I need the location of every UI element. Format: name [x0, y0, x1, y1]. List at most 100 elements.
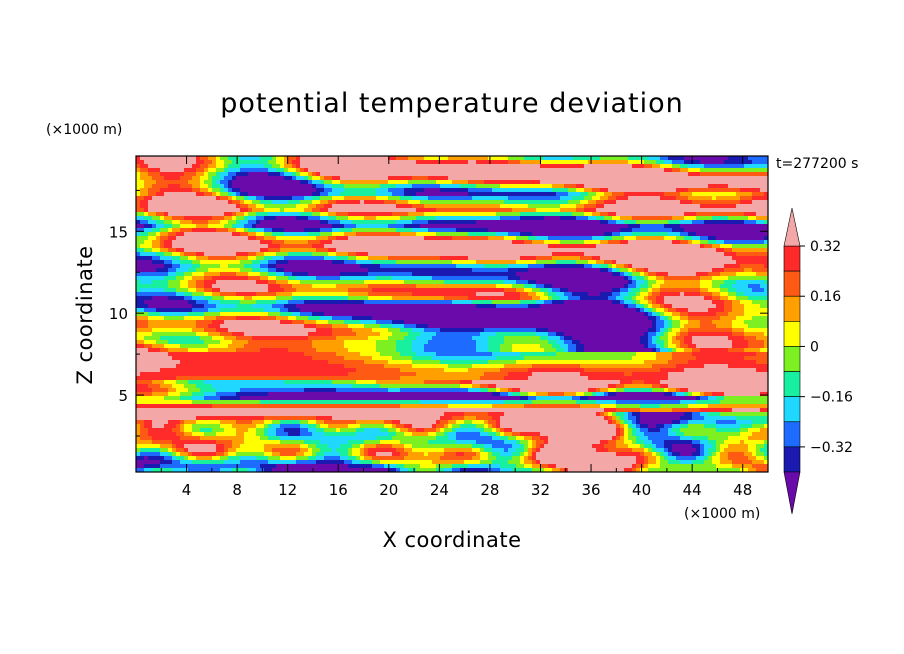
contour-cell [584, 252, 725, 257]
contour-cell [648, 300, 653, 305]
contour-cell [276, 260, 289, 265]
contour-cell [756, 468, 768, 472]
contour-cell [136, 436, 141, 441]
contour-cell [136, 444, 161, 449]
contour-cell [356, 420, 385, 425]
contour-cell [628, 420, 633, 425]
contour-cell [608, 196, 617, 201]
contour-cell [312, 432, 325, 437]
contour-cell [276, 264, 361, 269]
contour-cell [688, 316, 721, 321]
contour-cell [504, 200, 569, 205]
contour-cell [284, 160, 289, 165]
contour-cell [168, 448, 173, 453]
contour-cell [136, 304, 149, 309]
contour-cell [168, 212, 225, 217]
contour-cell [312, 252, 329, 257]
contour-cell [600, 268, 609, 273]
contour-cell [368, 336, 389, 341]
contour-cell [412, 292, 477, 297]
contour-cell [484, 180, 541, 185]
contour-cell [376, 188, 389, 193]
y-tick-label: 5 [118, 387, 128, 405]
contour-cell [308, 176, 313, 181]
contour-cell [360, 320, 377, 325]
contour-cell [452, 300, 473, 305]
contour-cell [648, 340, 653, 345]
contour-cell [468, 188, 493, 193]
contour-cell [136, 400, 193, 405]
contour-cell [628, 292, 637, 297]
contour-cell [764, 264, 768, 269]
contour-cell [304, 208, 313, 213]
contour-cell [268, 424, 273, 429]
contour-cell [620, 232, 633, 237]
contour-cell [548, 392, 565, 397]
contour-cell [656, 456, 661, 461]
contour-cell [172, 244, 269, 249]
contour-cell [316, 460, 345, 465]
contour-cell [348, 296, 369, 301]
contour-cell [240, 168, 269, 173]
contour-cell [236, 204, 241, 209]
contour-cell [692, 436, 709, 441]
contour-cell [716, 428, 741, 433]
contour-cell [588, 216, 597, 221]
contour-cell [224, 176, 233, 181]
contour-cell [728, 156, 749, 161]
contour-cell [384, 364, 413, 369]
contour-cell [712, 268, 725, 273]
contour-cell [412, 364, 449, 369]
contour-cell [764, 240, 768, 245]
contour-cell [708, 452, 713, 457]
contour-cell [152, 296, 169, 301]
contour-cell [488, 348, 501, 353]
contour-cell [236, 432, 245, 437]
contour-cell [656, 280, 665, 285]
contour-cell [308, 204, 317, 209]
contour-cell [408, 180, 437, 185]
contour-cell [564, 332, 645, 337]
contour-cell [548, 236, 593, 241]
contour-cell [688, 320, 701, 325]
contour-cell [456, 420, 465, 425]
contour-cell [140, 164, 149, 169]
contour-cell [752, 200, 768, 205]
contour-cell [200, 388, 217, 393]
contour-cell [748, 428, 761, 433]
contour-cell [192, 400, 261, 405]
contour-cell [272, 232, 285, 237]
contour-cell [300, 420, 309, 425]
contour-cell [412, 448, 445, 453]
contour-cell [216, 452, 225, 457]
contour-cell [732, 344, 749, 349]
contour-cell [608, 240, 621, 245]
contour-cell [580, 404, 601, 409]
contour-cell [140, 432, 149, 437]
contour-cell [248, 252, 257, 257]
contour-cell [388, 428, 397, 433]
contour-cell [684, 392, 689, 397]
contour-cell [624, 388, 653, 393]
contour-cell [672, 352, 693, 357]
contour-cell [640, 300, 649, 305]
contour-cell [444, 296, 469, 301]
contour-cell [176, 268, 189, 273]
contour-cell [668, 340, 673, 345]
contour-cell [764, 344, 768, 349]
contour-cell [232, 196, 237, 201]
contour-cell [136, 220, 141, 225]
contour-cell [672, 216, 685, 221]
contour-cell [244, 296, 253, 301]
contour-cell [632, 428, 637, 433]
contour-cell [672, 340, 681, 345]
contour-cell [268, 260, 277, 265]
contour-cell [148, 164, 193, 169]
contour-cell [600, 264, 609, 269]
contour-cell [260, 464, 277, 469]
contour-cell [520, 396, 529, 401]
contour-cell [184, 296, 193, 301]
contour-cell [492, 448, 505, 453]
contour-cell [672, 312, 681, 317]
contour-cell [488, 432, 497, 437]
